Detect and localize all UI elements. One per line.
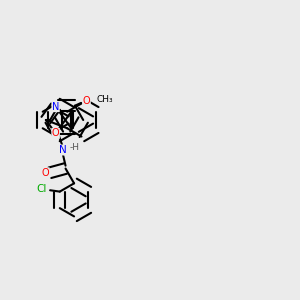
Text: Cl: Cl: [36, 184, 46, 194]
Text: -H: -H: [69, 143, 79, 152]
Text: O: O: [42, 168, 49, 178]
Text: N: N: [59, 145, 67, 155]
Text: CH₃: CH₃: [96, 95, 113, 104]
Text: N: N: [52, 102, 59, 112]
Text: O: O: [83, 96, 90, 106]
Text: O: O: [52, 128, 59, 138]
